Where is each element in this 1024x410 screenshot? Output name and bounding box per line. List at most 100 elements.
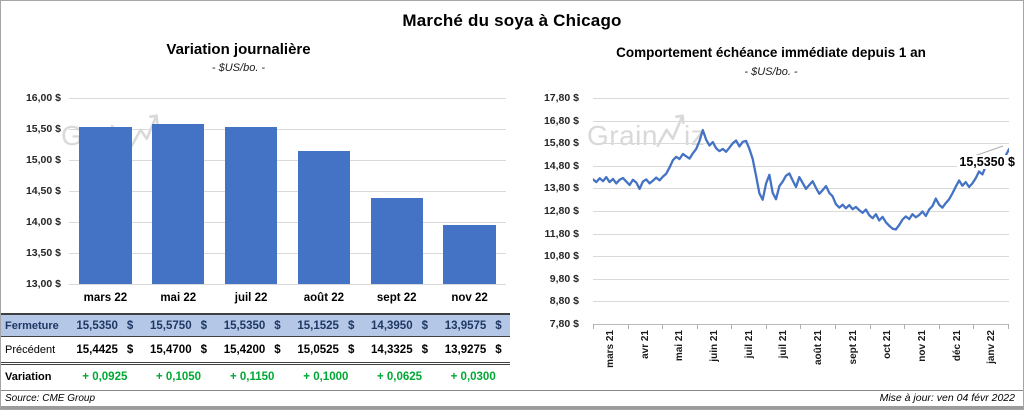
- gridline: [69, 129, 506, 130]
- table-cell-value: 15,4200: [223, 343, 266, 356]
- bar-ytick-label: 16,00 $: [25, 92, 61, 104]
- page-title: Marché du soya à Chicago: [402, 11, 622, 30]
- axis-tick: [593, 324, 594, 329]
- table-cell-value: 14,3950: [371, 319, 413, 332]
- line-x-label: mars 21: [604, 330, 616, 368]
- line-x-label-slot: mars 21: [593, 330, 628, 388]
- footer-divider: [1, 390, 1023, 391]
- currency-symbol: $: [126, 319, 134, 332]
- bar-x-labels: mars 22 mai 22 juil 22 août 22 sept 22 nov 22: [69, 289, 506, 307]
- price-line-chart: [593, 98, 1009, 324]
- price-table: Fermeture 15,5350 $15,5750 $15,5350 $15,1525…: [1, 313, 510, 389]
- line-x-label: avr 21: [639, 330, 651, 359]
- line-y-axis: 17,80 $ 16,80 $ 15,80 $ 14,80 $ 13,80 $ 12,80…: [515, 92, 579, 330]
- line-ytick-label: 10,80 $: [543, 250, 579, 263]
- bar-category-label: sept 22: [376, 292, 417, 304]
- bar-category-label: mai 22: [160, 292, 197, 304]
- line-chart-title: Comportement échéance immédiate depuis 1…: [616, 45, 926, 60]
- line-x-label: juil 21: [743, 330, 755, 359]
- line-ytick-label: 16,80 $: [543, 114, 579, 127]
- table-cell-value: 15,4700: [150, 343, 192, 356]
- bar-chart-subtitle: - $US/bo. -: [211, 62, 266, 74]
- bar-slot: [69, 98, 142, 284]
- currency-symbol: $: [347, 343, 355, 356]
- currency-symbol: $: [200, 319, 207, 332]
- grainwiz-watermark: Grain iz: [587, 108, 705, 150]
- table-cell: + 0,0625: [363, 365, 437, 389]
- axis-tick: [869, 324, 871, 329]
- bar: [443, 224, 496, 284]
- bar-slot: [433, 98, 506, 284]
- table-row-values: + 0,0925 + 0,1050 + 0,1150 + 0,1000 + 0,0625…: [68, 365, 510, 389]
- gridline: [593, 165, 1009, 167]
- bar: [152, 124, 205, 284]
- table-cell: + 0,0300: [436, 365, 510, 389]
- bar-ytick-label: 15,00 $: [25, 154, 61, 166]
- bar-y-axis: 16,00 $ 15,50 $ 15,00 $ 14,50 $ 14,00 $ 13,50…: [11, 92, 61, 290]
- table-cell: + 0,0925: [68, 365, 142, 389]
- table-cell: 13,9575 $: [436, 315, 510, 336]
- currency-symbol: $: [421, 343, 429, 356]
- table-cell: 15,5350 $: [215, 315, 289, 336]
- table-cell: 14,3325 $: [363, 337, 437, 362]
- table-cell: 15,4425 $: [68, 337, 142, 362]
- line-x-label: janv 22: [986, 330, 998, 364]
- table-cell-value: + 0,0625: [376, 371, 423, 383]
- table-row-label: Variation: [5, 371, 52, 383]
- gridline: [593, 120, 1009, 122]
- table-cell-value: + 0,0925: [82, 371, 128, 383]
- line-ytick-label: 7,80 $: [549, 318, 579, 330]
- table-row-values: 15,4425 $ 15,4700 $15,4200 $15,0525 $14,3325 $…: [68, 337, 510, 362]
- axis-tick: [938, 324, 940, 329]
- table-row-values: 15,5350 $15,5750 $15,5350 $15,1525 $14,3950 $…: [68, 315, 510, 336]
- bar-ytick-label: 14,00 $: [25, 216, 61, 228]
- gridline: [69, 222, 506, 223]
- line-x-label-slot: déc 21: [940, 330, 975, 388]
- bar-slot: [215, 98, 288, 284]
- line-x-label: mai 21: [674, 330, 686, 362]
- table-cell: 14,3950 $: [363, 315, 437, 336]
- line-x-labels: mars 21 avr 21 mai 21 juin 21 juil 21 juil 21…: [593, 330, 1009, 388]
- line-x-label-slot: nov 21: [905, 330, 940, 388]
- line-ytick-label: 9,80 $: [549, 272, 579, 285]
- line-x-label-slot: oct 21: [870, 330, 905, 388]
- line-x-label: sept 21: [847, 330, 859, 365]
- gridline: [69, 253, 506, 254]
- table-row-label: Fermeture: [5, 319, 59, 332]
- table-cell-value: 15,5750: [150, 319, 192, 332]
- bar: [370, 197, 423, 284]
- line-x-label-slot: août 21: [801, 330, 836, 388]
- bar-category-label: mars 22: [83, 292, 128, 304]
- currency-symbol: $: [495, 343, 502, 356]
- line-x-label: oct 21: [882, 330, 894, 359]
- bar: [79, 126, 132, 284]
- axis-tick: [696, 324, 698, 329]
- currency-symbol: $: [274, 319, 281, 332]
- line-ytick-label: 14,80 $: [543, 159, 579, 172]
- gridline: [593, 301, 1009, 303]
- gridline: [593, 211, 1009, 212]
- table-cell-value: 15,0525: [297, 343, 339, 356]
- currency-symbol: $: [200, 343, 207, 356]
- gridline: [69, 160, 506, 161]
- axis-tick: [835, 324, 837, 329]
- bar-slot: [360, 98, 433, 284]
- line-plot-area: Grain iz 15,5350 $: [587, 98, 1017, 325]
- line-ytick-label: 11,80 $: [544, 227, 579, 240]
- line-ytick-label: 12,80 $: [543, 205, 579, 217]
- table-cell-value: 15,1525: [297, 319, 339, 332]
- bar-category-label: nov 22: [451, 292, 488, 304]
- table-cell: 15,5750 $: [142, 315, 216, 336]
- table-cell-value: 13,9575: [444, 319, 487, 332]
- axis-tick: [904, 324, 906, 329]
- source-note: Source: CME Group: [5, 393, 96, 404]
- axis-tick: [731, 324, 733, 329]
- line-x-label-slot: sept 21: [836, 330, 871, 388]
- bar-ytick-label: 14,50 $: [25, 185, 61, 197]
- line-x-label: juin 21: [708, 330, 720, 362]
- bar-ytick-label: 15,50 $: [25, 123, 61, 135]
- table-cell: + 0,1150: [215, 365, 289, 389]
- line-x-label: juil 21: [778, 330, 790, 359]
- bar-ytick-label: 13,50 $: [25, 247, 61, 259]
